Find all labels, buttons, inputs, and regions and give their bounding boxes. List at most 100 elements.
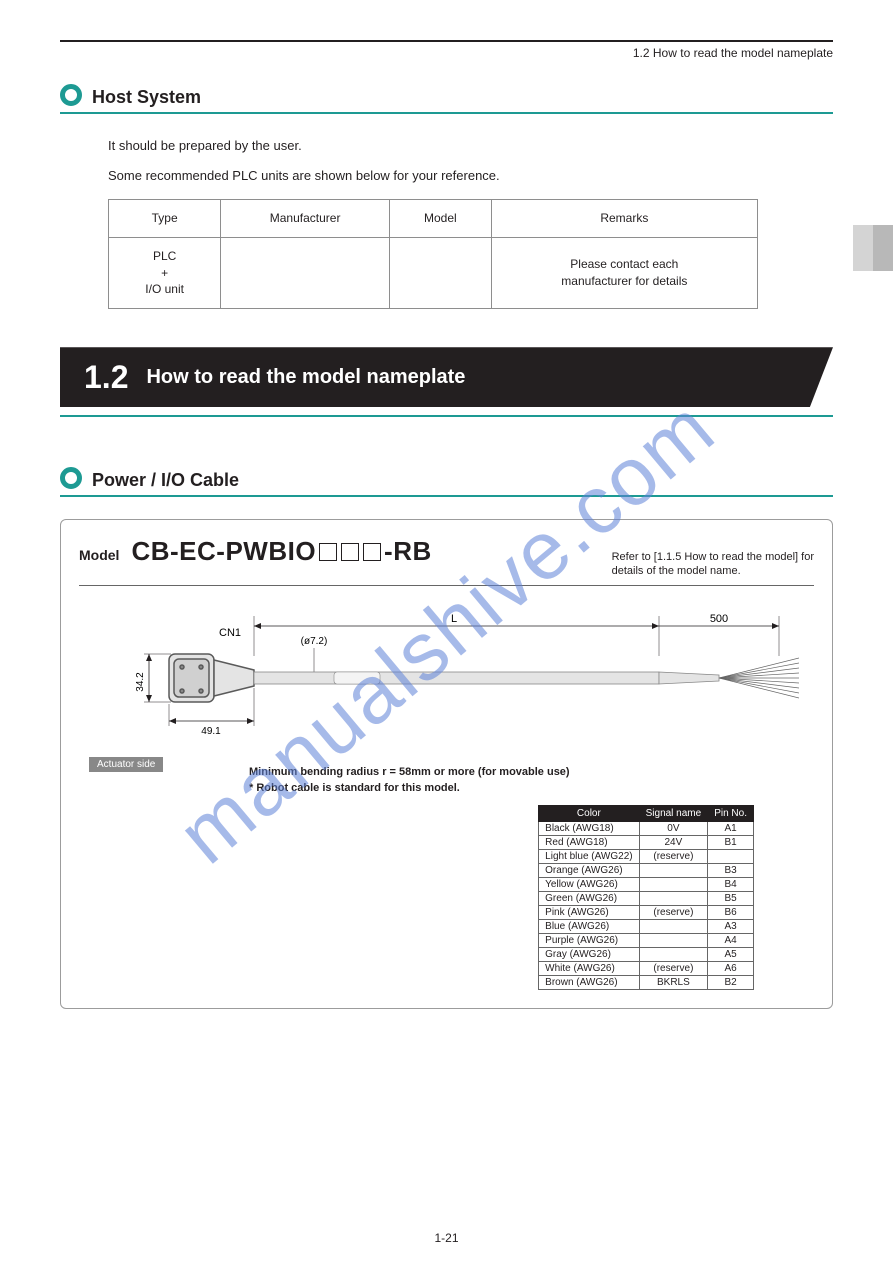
page-root: 1.2 How to read the model nameplate Host… (0, 0, 893, 1009)
th-type: Type (109, 200, 221, 238)
wire-row: Green (AWG26) B5 (539, 891, 754, 905)
wire-row: Gray (AWG26) A5 (539, 947, 754, 961)
wire-signal (639, 933, 708, 947)
wire-signal (639, 919, 708, 933)
dim-500: 500 (710, 613, 728, 625)
th-model: Model (389, 200, 491, 238)
chapter-underline (60, 415, 833, 417)
td-manufacturer (221, 237, 390, 308)
wire-pin: B6 (708, 905, 754, 919)
wire-color: Black (AWG18) (539, 821, 639, 835)
wire-color: Gray (AWG26) (539, 947, 639, 961)
section-heading-host-system: Host System (60, 84, 833, 114)
wire-row: Orange (AWG26) B3 (539, 863, 754, 877)
top-rule (60, 40, 833, 42)
actuator-side-label: Actuator side (89, 757, 163, 772)
section-title: Host System (92, 87, 201, 108)
model-name: CB-EC-PWBIO -RB (131, 536, 431, 567)
wire-row: Brown (AWG26)BKRLSB2 (539, 975, 754, 989)
cable-figure-box: Model CB-EC-PWBIO -RB Refer to [1.1.5 Ho… (60, 519, 833, 1009)
wire-signal (639, 947, 708, 961)
wire-row: Black (AWG18)0VA1 (539, 821, 754, 835)
wire-pin: A5 (708, 947, 754, 961)
bullet-icon (60, 467, 82, 489)
wire-pin: A1 (708, 821, 754, 835)
wire-signal (639, 891, 708, 905)
wire-pin: A6 (708, 961, 754, 975)
wire-row: White (AWG26)(reserve)A6 (539, 961, 754, 975)
wire-signal (639, 863, 708, 877)
host-intro-line1: It should be prepared by the user. (108, 136, 833, 156)
section-heading-cable: Power / I/O Cable (60, 467, 833, 497)
wh-signal: Signal name (639, 805, 708, 821)
wire-table: Color Signal name Pin No. Black (AWG18)0… (538, 805, 754, 990)
wire-color: Green (AWG26) (539, 891, 639, 905)
wire-color: Blue (AWG26) (539, 919, 639, 933)
wire-color: Red (AWG18) (539, 835, 639, 849)
table-header-row: Type Manufacturer Model Remarks (109, 200, 758, 238)
wire-signal: (reserve) (639, 905, 708, 919)
placeholder-box-icon (363, 543, 381, 561)
wire-pin: B4 (708, 877, 754, 891)
dim-dia: (ø7.2) (301, 636, 328, 647)
margin-tab (853, 225, 893, 271)
wire-color: Orange (AWG26) (539, 863, 639, 877)
wire-color: Light blue (AWG22) (539, 849, 639, 863)
chapter-title: How to read the model nameplate (146, 366, 465, 389)
wh-pin: Pin No. (708, 805, 754, 821)
dim-depth: 49.1 (201, 726, 221, 737)
wire-color: White (AWG26) (539, 961, 639, 975)
wire-pin: A4 (708, 933, 754, 947)
section-title-cable: Power / I/O Cable (92, 470, 239, 491)
model-note: Refer to [1.1.5 How to read the model] f… (612, 548, 814, 579)
wire-signal: 24V (639, 835, 708, 849)
wire-signal (639, 877, 708, 891)
th-manufacturer: Manufacturer (221, 200, 390, 238)
th-remarks: Remarks (491, 200, 757, 238)
bend-note: Minimum bending radius r = 58mm or more … (249, 764, 814, 781)
table-row: PLC+I/O unit Please contact eachmanufact… (109, 237, 758, 308)
wire-color: Pink (AWG26) (539, 905, 639, 919)
wh-color: Color (539, 805, 639, 821)
wire-signal: 0V (639, 821, 708, 835)
robot-note: * Robot cable is standard for this model… (249, 780, 814, 797)
cable-drawing: L 500 (ø7.2) CN1 (79, 596, 814, 749)
wire-pin: A3 (708, 919, 754, 933)
wire-color: Purple (AWG26) (539, 933, 639, 947)
margin-tab-col (873, 225, 893, 271)
cable-svg: L 500 (ø7.2) CN1 (79, 596, 799, 746)
running-head: 1.2 How to read the model nameplate (60, 46, 833, 60)
dim-L: L (451, 613, 457, 625)
wire-table-wrap: Color Signal name Pin No. Black (AWG18)0… (79, 805, 814, 990)
placeholder-box-icon (341, 543, 359, 561)
wire-pin (708, 849, 754, 863)
wire-row: Pink (AWG26)(reserve)B6 (539, 905, 754, 919)
wire-color: Yellow (AWG26) (539, 877, 639, 891)
cn1-label: CN1 (219, 627, 241, 639)
wire-row: Red (AWG18)24VB1 (539, 835, 754, 849)
wire-pin: B2 (708, 975, 754, 989)
wire-signal: BKRLS (639, 975, 708, 989)
placeholder-box-icon (319, 543, 337, 561)
wire-pin: B3 (708, 863, 754, 877)
td-remarks: Please contact eachmanufacturer for deta… (491, 237, 757, 308)
wire-row: Light blue (AWG22)(reserve) (539, 849, 754, 863)
dim-height: 34.2 (135, 672, 146, 692)
td-model (389, 237, 491, 308)
model-name-left: CB-EC-PWBIO (131, 536, 316, 567)
wire-signal: (reserve) (639, 961, 708, 975)
wire-signal: (reserve) (639, 849, 708, 863)
td-type: PLC+I/O unit (109, 237, 221, 308)
page-number: 1-21 (0, 1231, 893, 1245)
chapter-number: 1.2 (84, 359, 128, 396)
wire-pin: B1 (708, 835, 754, 849)
margin-tab-col (853, 225, 873, 271)
wire-pin: B5 (708, 891, 754, 905)
host-intro-line2: Some recommended PLC units are shown bel… (108, 166, 833, 186)
plc-table: Type Manufacturer Model Remarks PLC+I/O … (108, 199, 758, 309)
bullet-icon (60, 84, 82, 106)
cable-notes: Minimum bending radius r = 58mm or more … (249, 764, 814, 797)
model-label: Model (79, 547, 119, 563)
wire-header-row: Color Signal name Pin No. (539, 805, 754, 821)
model-name-right: -RB (384, 536, 432, 567)
